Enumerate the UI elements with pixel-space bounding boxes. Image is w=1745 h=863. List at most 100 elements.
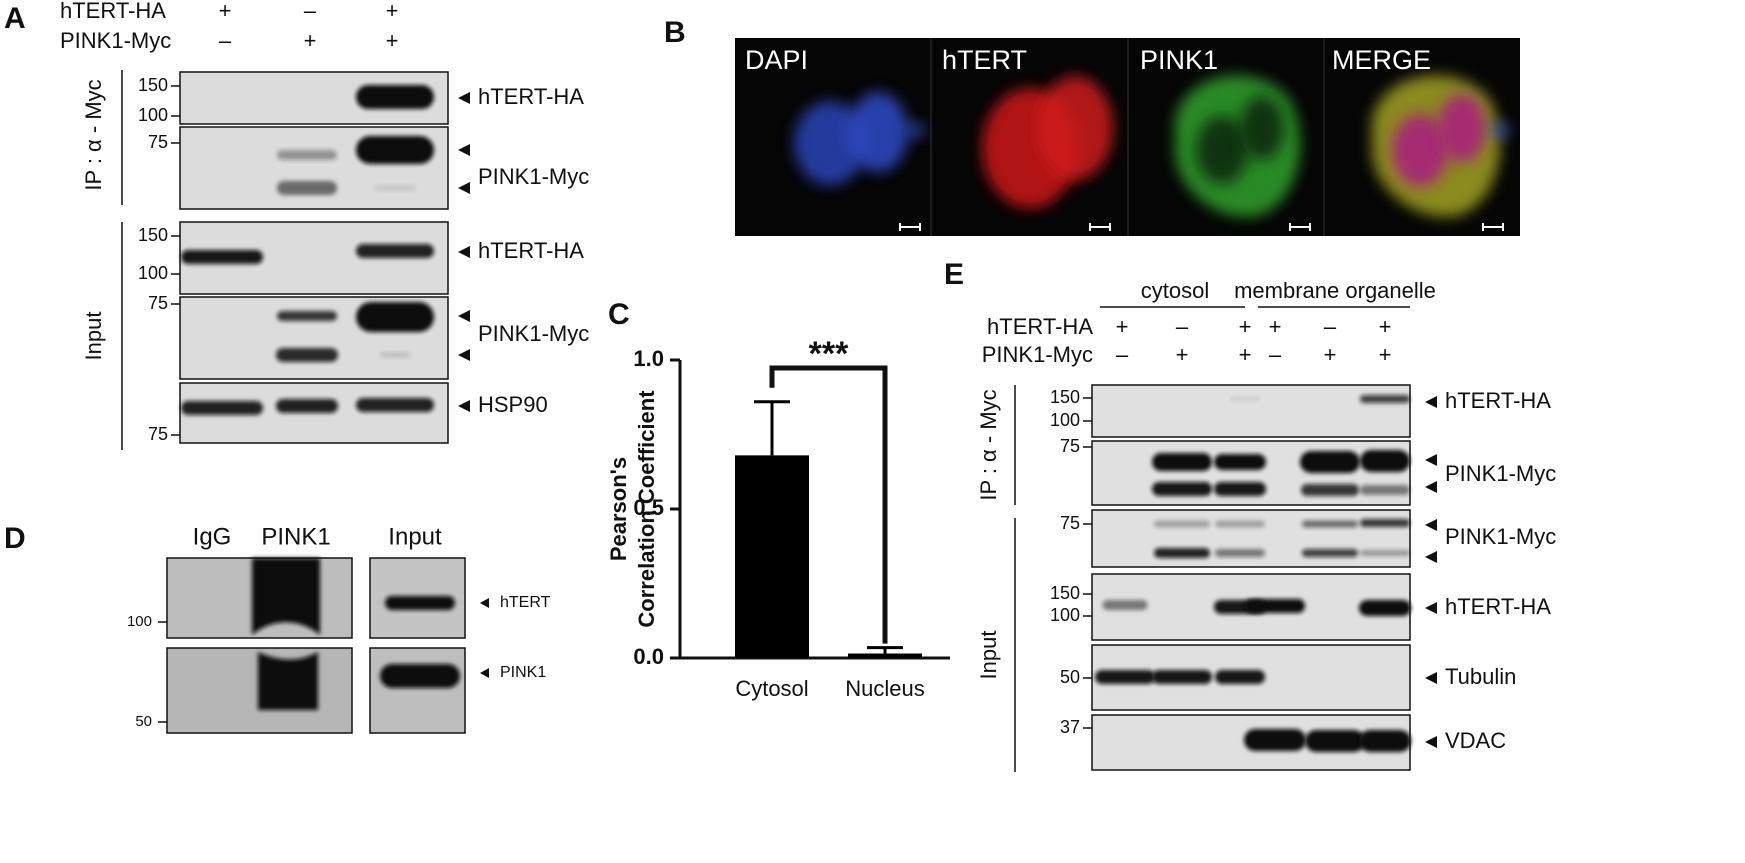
group-label: IP : α - Myc (976, 389, 1001, 500)
band (1305, 730, 1365, 752)
arrowhead (1425, 736, 1437, 748)
band-label: hTERT (500, 594, 551, 611)
marker-label: 100 (127, 613, 152, 630)
band-label: PINK1-Myc (1445, 524, 1556, 549)
band-label: hTERT-HA (1445, 388, 1551, 413)
band (1302, 520, 1358, 528)
marker-label: 50 (1060, 667, 1080, 687)
band (277, 311, 337, 321)
band (258, 652, 318, 710)
marker-label: 75 (148, 424, 168, 444)
channel-label: hTERT (942, 45, 1027, 75)
band (1152, 482, 1212, 496)
band (1102, 600, 1148, 610)
band (1154, 520, 1210, 528)
panel-letter: C (608, 298, 630, 331)
group-label: Input (81, 312, 106, 361)
x-tick-label: Cytosol (735, 676, 808, 701)
condition-sign: + (304, 28, 317, 53)
band (385, 596, 455, 610)
marker-label: 75 (148, 293, 168, 313)
band (356, 85, 434, 109)
band (1360, 395, 1410, 403)
blot (1091, 509, 1411, 568)
marker-label: 75 (1060, 513, 1080, 533)
panel-letter: B (664, 16, 686, 49)
band (1215, 520, 1265, 528)
band (1301, 484, 1359, 496)
marker-label: 100 (1050, 605, 1080, 625)
arrowhead (1425, 672, 1437, 684)
condition-sign: + (1239, 314, 1252, 339)
band (356, 244, 434, 258)
band-label: PINK1-Myc (478, 164, 589, 189)
marker-label: 100 (1050, 410, 1080, 430)
marker-label: 75 (1060, 436, 1080, 456)
band (356, 136, 434, 164)
band (1214, 454, 1266, 470)
condition-sign: – (1176, 314, 1189, 339)
band (1302, 549, 1358, 557)
marker-label: 150 (138, 75, 168, 95)
band (1244, 729, 1306, 751)
marker-label: 100 (138, 105, 168, 125)
microscopy (735, 38, 1520, 236)
dapi-image (794, 92, 925, 185)
band (181, 250, 263, 264)
channel-label: MERGE (1332, 45, 1431, 75)
band-label: PINK1-Myc (1445, 461, 1556, 486)
condition-sign: + (1324, 342, 1337, 367)
arrowhead (458, 144, 470, 156)
band (1359, 600, 1411, 616)
condition-sign: + (1116, 314, 1129, 339)
band (1360, 450, 1410, 472)
y-tick-label: 0.5 (633, 495, 664, 520)
fraction-label: cytosol (1141, 278, 1209, 303)
condition-sign: – (1116, 342, 1129, 367)
bar (735, 455, 809, 658)
blot (1091, 384, 1411, 438)
arrowhead (458, 400, 470, 412)
arrowhead (1425, 454, 1437, 466)
band (356, 398, 434, 412)
band (1300, 451, 1360, 473)
band (1360, 485, 1410, 495)
band-label: PINK1 (500, 664, 546, 681)
band (1360, 519, 1410, 527)
band (276, 399, 338, 413)
marker-label: 150 (138, 225, 168, 245)
panel-letter: E (944, 258, 964, 291)
condition-sign: + (1269, 314, 1282, 339)
condition-sign: – (304, 0, 317, 23)
blot-set-d (166, 557, 466, 734)
marker-label: 75 (148, 132, 168, 152)
arrowhead (1425, 481, 1437, 493)
marker-label: 37 (1060, 717, 1080, 737)
band (380, 664, 460, 688)
htert-image (982, 76, 1113, 208)
band (356, 302, 434, 332)
arrowhead (480, 668, 489, 678)
condition-label: hTERT-HA (987, 314, 1093, 339)
band (1214, 482, 1266, 496)
arrowhead (480, 598, 489, 608)
marker-label: 150 (1050, 387, 1080, 407)
bar (848, 653, 922, 658)
band-label: Tubulin (1445, 664, 1516, 689)
condition-sign: + (1379, 342, 1392, 367)
significance-label: *** (809, 335, 849, 373)
group-label: IP : α - Myc (81, 79, 106, 190)
condition-label: PINK1-Myc (60, 28, 171, 53)
band (1360, 550, 1410, 556)
band (277, 181, 337, 195)
panel-letter: D (4, 522, 26, 555)
band (1152, 670, 1212, 684)
band (1230, 397, 1260, 401)
scale-bars (899, 223, 1504, 231)
merge-image (1372, 75, 1510, 217)
lane-header: Input (388, 523, 442, 550)
band-label: hTERT-HA (478, 84, 584, 109)
blot (369, 647, 466, 734)
band (1215, 670, 1265, 684)
